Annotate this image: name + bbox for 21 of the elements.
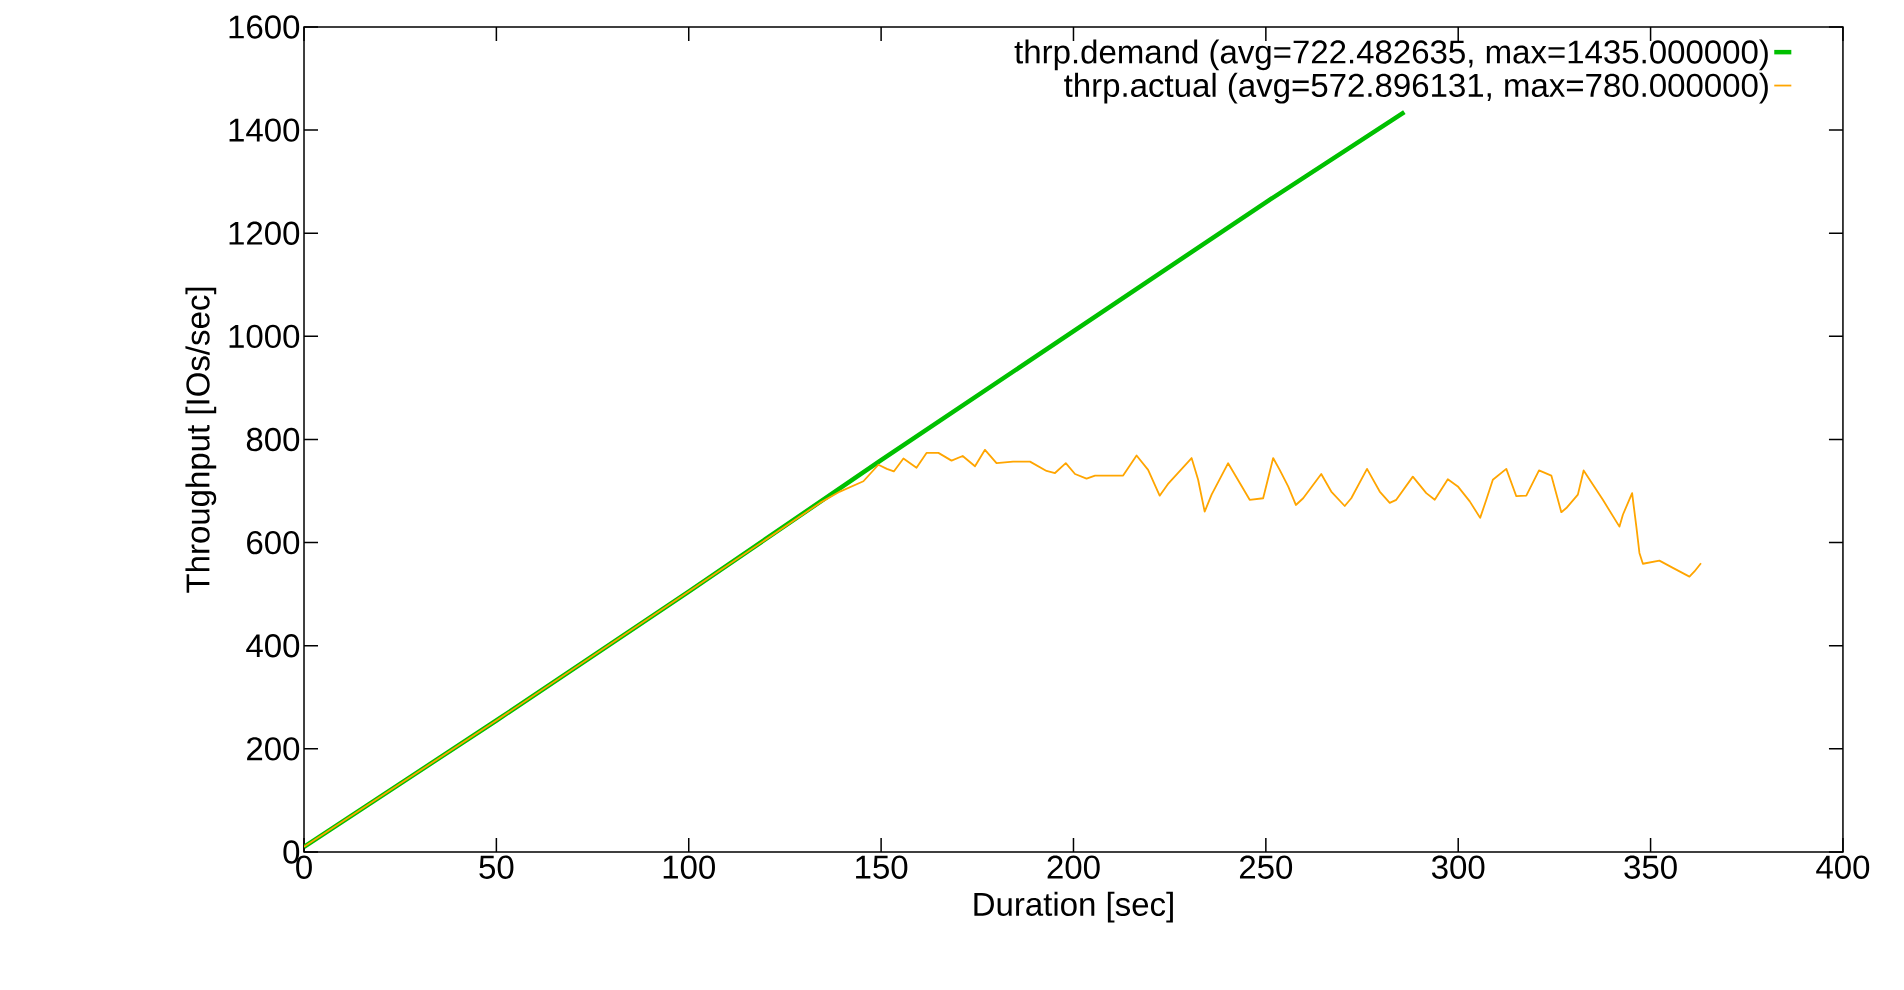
y-tick-label: 1600: [229, 15, 300, 39]
x-tick-label: 300: [1431, 855, 1485, 879]
x-tick-label: 400: [1816, 855, 1870, 879]
legend-label: thrp.demand (avg=722.482635, max=1435.000000): [1014, 39, 1768, 71]
x-tick-label: 350: [1624, 855, 1677, 879]
x-tick-label: 200: [1047, 855, 1100, 879]
y-tick-label: 1400: [229, 118, 300, 142]
y-axis-title: Throughput [IOs/sec]: [185, 287, 217, 593]
x-axis-title: Duration [sec]: [974, 891, 1173, 923]
y-tick-label: 200: [247, 737, 300, 761]
x-tick-label: 100: [663, 855, 715, 879]
y-tick-label: 400: [246, 634, 300, 658]
y-tick-label: 1200: [229, 221, 300, 245]
y-tick-label: 800: [246, 427, 300, 452]
legend-label: thrp.actual (avg=572.896131, max=780.000000): [1064, 72, 1768, 104]
x-tick-label: 250: [1239, 855, 1293, 879]
x-tick-label: 50: [479, 855, 514, 879]
x-tick-label: 150: [856, 855, 908, 879]
y-tick-label: 600: [247, 530, 300, 555]
y-tick-label: 1000: [229, 324, 300, 349]
line-series: [304, 448, 1702, 848]
